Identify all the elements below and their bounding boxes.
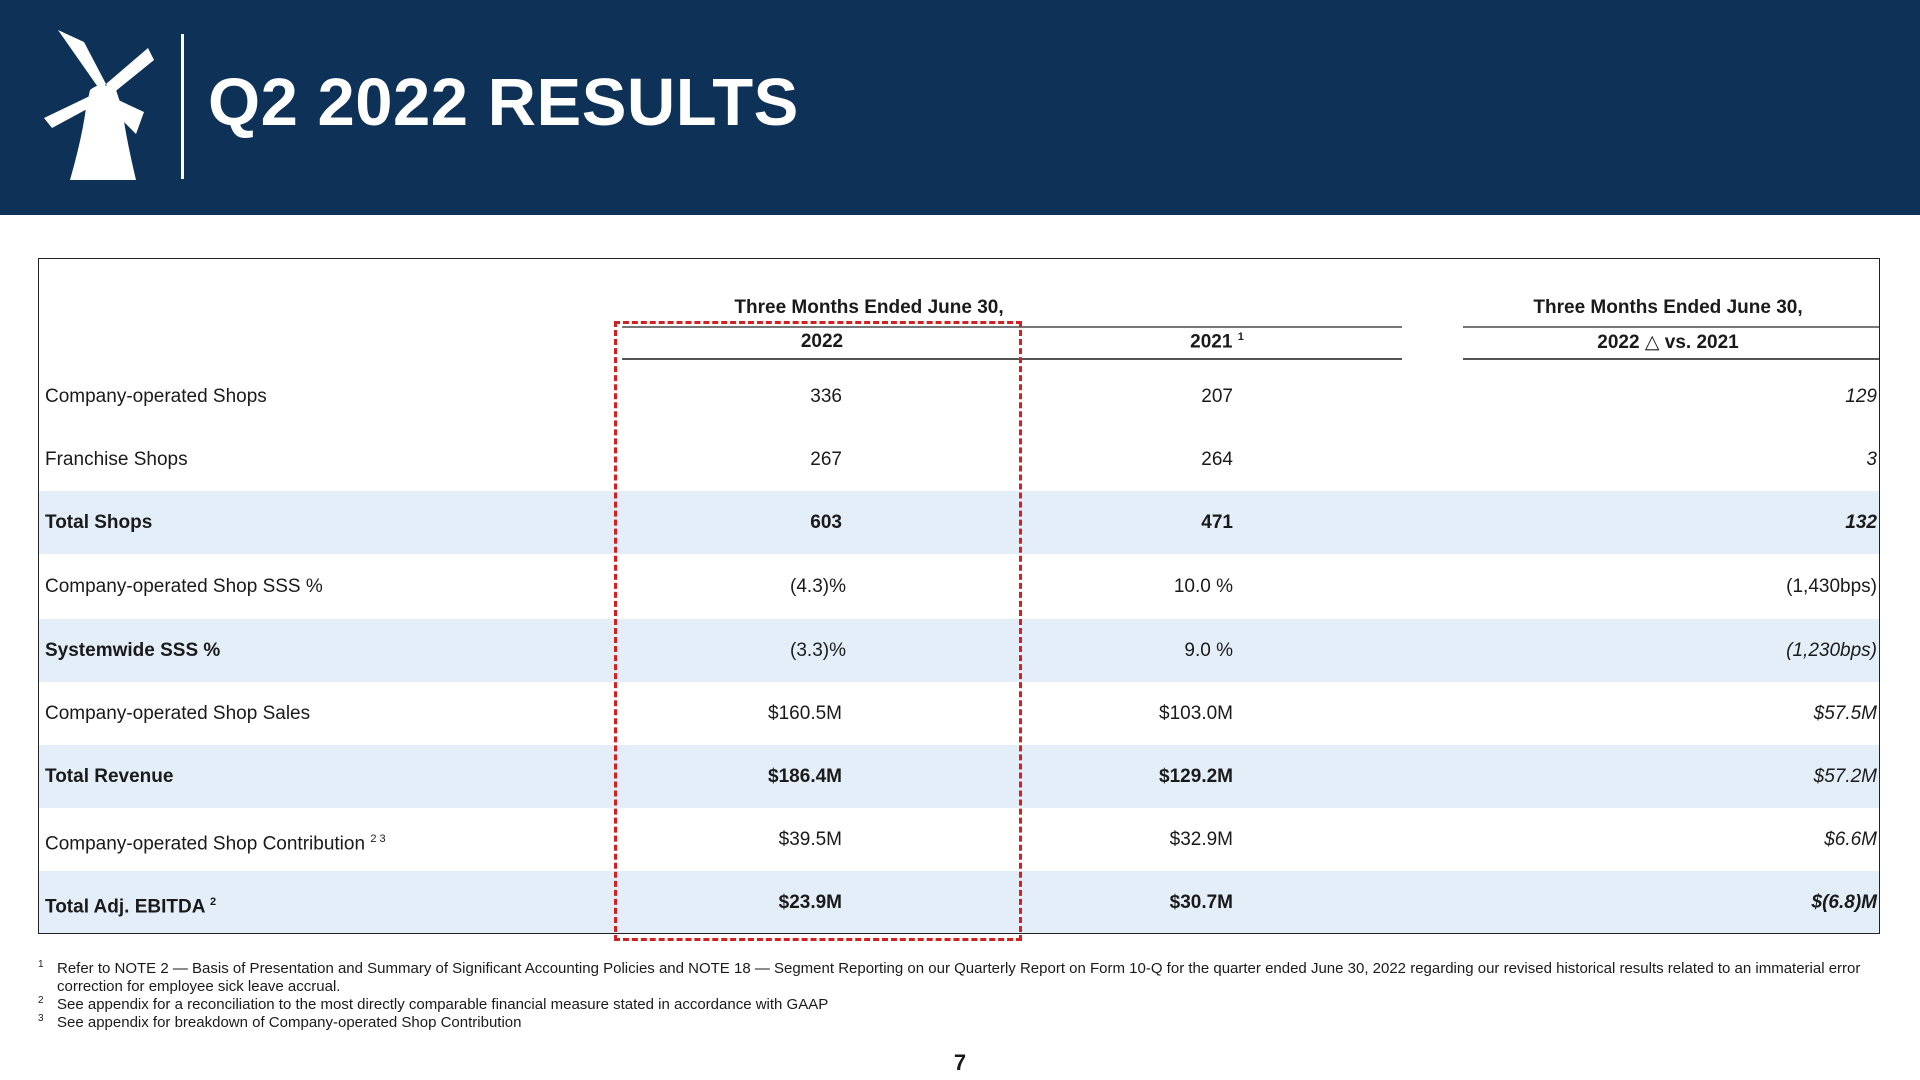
value-2021: $103.0M: [1159, 703, 1233, 724]
footnote-number: 2: [38, 995, 44, 1006]
value-delta: $57.2M: [1813, 766, 1877, 787]
row-label: Total Adj. EBITDA 2: [45, 871, 217, 933]
header-divider: [181, 34, 184, 179]
footnote-ref: 2 3: [370, 833, 386, 845]
value-delta: 132: [1845, 512, 1877, 533]
footnote-number: 3: [38, 1013, 44, 1024]
value-2021: $32.9M: [1169, 829, 1233, 850]
footnote-text: Refer to NOTE 2 — Basis of Presentation …: [57, 960, 1861, 995]
row-label: Company-operated Shops: [45, 386, 267, 407]
value-2021: $129.2M: [1159, 766, 1233, 787]
column-header-delta: 2022 △ vs. 2021: [1463, 331, 1873, 354]
value-2021: 9.0 %: [1184, 640, 1233, 661]
table-row: Total Shops 603 471 132: [39, 491, 1879, 554]
table-row: Company-operated Shops 336 207 129: [39, 365, 1879, 428]
value-delta: 3: [1866, 449, 1877, 470]
row-label: Total Shops: [45, 512, 153, 533]
value-delta: $57.5M: [1813, 703, 1877, 724]
table-row: Systemwide SSS % (3.3)% 9.0 % (1,230bps): [39, 619, 1879, 682]
value-delta: $6.6M: [1824, 829, 1877, 850]
group-header-right: Three Months Ended June 30,: [1533, 297, 1803, 318]
value-delta: (1,430bps): [1786, 576, 1877, 597]
table-row: Company-operated Shop SSS % (4.3)% 10.0 …: [39, 555, 1879, 618]
table-row: Company-operated Shop Sales $160.5M $103…: [39, 682, 1879, 745]
delta-icon: △: [1644, 332, 1660, 353]
footnote-text: See appendix for breakdown of Company-op…: [57, 1014, 522, 1031]
footnote: 1 Refer to NOTE 2 — Basis of Presentation…: [38, 959, 1898, 996]
value-2021: 207: [1201, 386, 1233, 407]
value-2022: 336: [810, 386, 842, 407]
group-underline-right: [1463, 326, 1879, 328]
value-2022: $23.9M: [778, 892, 842, 913]
group-underline-left: [622, 326, 1402, 328]
table-row: Franchise Shops 267 264 3: [39, 428, 1879, 491]
value-2021: 264: [1201, 449, 1233, 470]
header-bar: Q2 2022 RESULTS: [0, 0, 1920, 215]
col3-compare: vs. 2021: [1664, 332, 1739, 353]
value-2022: (3.3)%: [790, 640, 846, 661]
footnote: 2 See appendix for a reconciliation to th…: [38, 995, 1898, 1014]
windmill-logo-icon: [44, 30, 154, 180]
row-label: Franchise Shops: [45, 449, 188, 470]
footnote-number: 1: [38, 959, 44, 970]
footnote-text: See appendix for a reconciliation to the…: [57, 996, 829, 1013]
footnote-ref: 2: [210, 896, 217, 908]
column-header-2022: 2022: [800, 331, 844, 352]
value-2022: 603: [810, 512, 842, 533]
table-row: Company-operated Shop Contribution 2 3 $…: [39, 808, 1879, 871]
row-label: Company-operated Shop Contribution 2 3: [45, 808, 386, 871]
column-header-2021: 2021 1: [1022, 331, 1412, 353]
page-title: Q2 2022 RESULTS: [208, 65, 799, 140]
row-label: Company-operated Shop Sales: [45, 703, 311, 724]
table-row: Total Revenue $186.4M $129.2M $57.2M: [39, 745, 1879, 808]
page-number: 7: [953, 1050, 967, 1075]
group-header-left: Three Months Ended June 30,: [734, 297, 1004, 318]
row-label: Systemwide SSS %: [45, 640, 221, 661]
value-2021: $30.7M: [1169, 892, 1233, 913]
value-2022: (4.3)%: [790, 576, 846, 597]
row-label: Company-operated Shop SSS %: [45, 576, 323, 597]
row-label: Total Revenue: [45, 766, 174, 787]
row-label-text: Total Adj. EBITDA: [45, 896, 205, 918]
value-2022: $160.5M: [768, 703, 842, 724]
col3-year: 2022: [1597, 332, 1640, 353]
value-delta: 129: [1845, 386, 1877, 407]
column-underline-right: [1463, 358, 1879, 360]
table-row: Total Adj. EBITDA 2 $23.9M $30.7M $(6.8)…: [39, 871, 1879, 933]
row-label-text: Company-operated Shop Contribution: [45, 833, 366, 855]
footnote: 3 See appendix for breakdown of Company-o…: [38, 1013, 1898, 1032]
value-2021: 471: [1201, 512, 1233, 533]
value-delta: (1,230bps): [1786, 640, 1877, 661]
value-2021: 10.0 %: [1173, 576, 1233, 597]
results-table: Three Months Ended June 30, Three Months…: [38, 258, 1880, 934]
footnotes: 1 Refer to NOTE 2 — Basis of Presentation…: [38, 959, 1898, 1032]
value-2022: 267: [810, 449, 842, 470]
value-2022: $186.4M: [768, 766, 842, 787]
value-delta: $(6.8)M: [1811, 892, 1877, 913]
value-2022: $39.5M: [778, 829, 842, 850]
col2-footnote-ref: 1: [1237, 331, 1244, 343]
col2-label: 2021: [1190, 331, 1233, 353]
highlight-box-2022: [614, 321, 1022, 941]
column-underline-left: [622, 358, 1402, 360]
